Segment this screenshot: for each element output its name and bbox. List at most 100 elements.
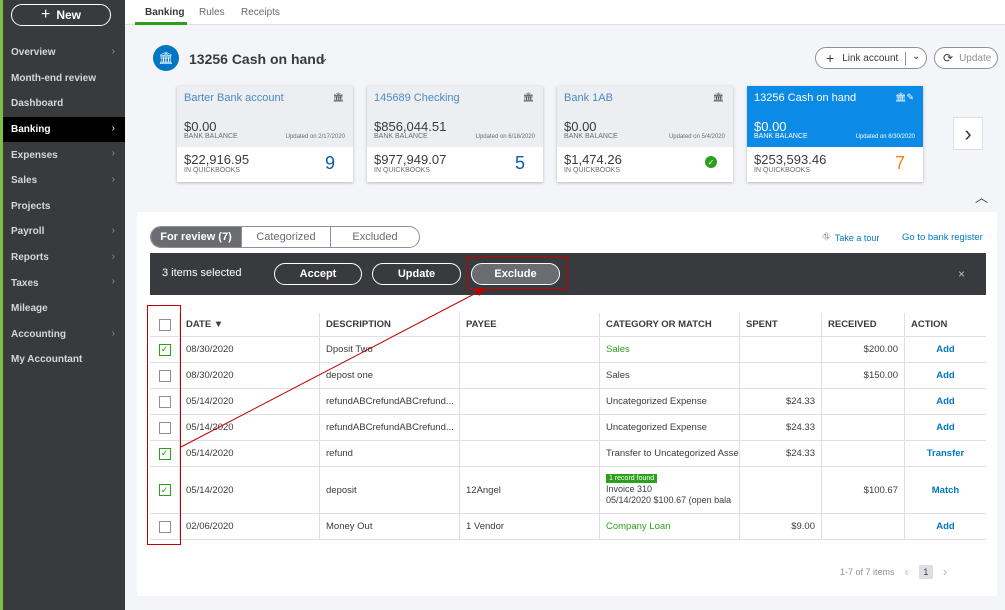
page-number[interactable]: 1 — [918, 564, 933, 579]
sidebar-item-expenses[interactable]: Expenses › — [3, 142, 125, 168]
sidebar-item-mileage[interactable]: Mileage — [3, 296, 125, 322]
category-cell[interactable]: Uncategorized Expense — [599, 389, 739, 414]
account-card-selected[interactable]: 13256 Cash on hand 🏛✎ $0.00 BANK BALANCE… — [747, 86, 923, 182]
accept-button[interactable]: Accept — [274, 263, 362, 285]
account-card[interactable]: Barter Bank account 🏛 $0.00 BANK BALANCE… — [177, 86, 353, 182]
chevron-up-icon[interactable]: ︿ — [975, 190, 989, 205]
bank-icon: 🏛 — [522, 92, 534, 102]
table-row[interactable]: ✓ 05/14/2020 deposit 12Angel 1 record fo… — [150, 467, 986, 514]
category-cell[interactable]: Uncategorized Expense — [599, 415, 739, 440]
update-label: Update — [959, 52, 992, 64]
new-button[interactable]: + New — [11, 4, 111, 26]
card-review-count: 5 — [514, 153, 525, 173]
bank-edit-icon[interactable]: 🏛✎ — [895, 92, 914, 102]
chevron-left-icon[interactable]: ‹ — [904, 564, 909, 579]
add-action-link[interactable]: Add — [904, 514, 986, 539]
column-header-category: CATEGORY OR MATCH — [599, 313, 739, 336]
card-bank-balance-label: BANK BALANCE — [754, 133, 808, 140]
update-button[interactable]: ⟳ Update — [934, 47, 998, 69]
link-account-button[interactable]: + Link account ⌄ — [815, 47, 927, 69]
transfer-action-link[interactable]: Transfer — [904, 441, 986, 466]
payee-cell — [459, 441, 599, 466]
sidebar-item-label: Month-end review — [11, 72, 97, 84]
sidebar-item-my-accountant[interactable]: My Accountant — [3, 347, 125, 373]
add-action-link[interactable]: Add — [904, 363, 986, 388]
row-checkbox[interactable] — [158, 369, 171, 382]
review-tabs: For review (7) Categorized Excluded — [150, 226, 420, 248]
bank-register-link[interactable]: Go to bank register — [902, 232, 983, 243]
row-checkbox[interactable]: ✓ — [158, 484, 171, 496]
account-card[interactable]: 145689 Checking 🏛 $856,044.51 BANK BALAN… — [367, 86, 543, 182]
row-checkbox[interactable]: ✓ — [158, 343, 171, 356]
description-cell: refund — [319, 441, 459, 466]
column-header-payee: PAYEE — [459, 313, 599, 336]
row-checkbox[interactable] — [158, 520, 171, 533]
row-checkbox[interactable] — [158, 395, 171, 408]
top-tabs-bar: Banking Rules Receipts — [125, 0, 1005, 25]
received-cell: $100.67 — [821, 467, 904, 513]
category-cell[interactable]: Sales — [599, 363, 739, 388]
sidebar-item-projects[interactable]: Projects — [3, 194, 125, 220]
category-cell[interactable]: Transfer to Uncategorized Asset — [599, 441, 739, 466]
chevron-right-icon: › — [111, 250, 115, 262]
table-row[interactable]: ✓ 08/30/2020 Dposit Two Sales $200.00 Ad… — [150, 337, 986, 363]
sidebar-item-payroll[interactable]: Payroll › — [3, 219, 125, 245]
match-action-link[interactable]: Match — [904, 467, 986, 513]
table-row[interactable]: 02/06/2020 Money Out 1 Vendor Company Lo… — [150, 514, 986, 540]
account-title[interactable]: 13256 Cash on hand — [189, 51, 325, 67]
spent-cell: $9.00 — [739, 514, 821, 539]
description-cell: Money Out — [319, 514, 459, 539]
tab-for-review[interactable]: For review (7) — [151, 227, 242, 247]
table-row[interactable]: ✓ 05/14/2020 refund Transfer to Uncatego… — [150, 441, 986, 467]
row-checkbox[interactable] — [158, 421, 171, 434]
sidebar-item-dashboard[interactable]: Dashboard — [3, 91, 125, 117]
annotation-box-checkboxes — [147, 305, 181, 545]
sidebar-item-sales[interactable]: Sales › — [3, 168, 125, 194]
sidebar-item-reports[interactable]: Reports › — [3, 245, 125, 271]
sidebar-item-taxes[interactable]: Taxes › — [3, 270, 125, 296]
category-cell[interactable]: Company Loan — [599, 514, 739, 539]
tab-banking[interactable]: Banking — [145, 7, 185, 18]
sidebar-item-banking[interactable]: Banking › — [3, 116, 125, 143]
exclude-button[interactable]: Exclude — [471, 263, 560, 285]
checkmark-circle-icon: ✓ — [705, 156, 717, 168]
table-row[interactable]: 05/14/2020 refundABCrefundABCrefund... U… — [150, 389, 986, 415]
table-row[interactable]: 05/14/2020 refundABCrefundABCrefund... U… — [150, 415, 986, 441]
column-header-description: DESCRIPTION — [319, 313, 459, 336]
date-cell: 08/30/2020 — [179, 363, 319, 388]
sidebar-nav: Overview › Month-end review Dashboard Ban… — [3, 40, 125, 373]
tab-receipts[interactable]: Receipts — [241, 7, 280, 18]
chevron-right-icon[interactable]: › — [942, 564, 948, 579]
row-checkbox[interactable]: ✓ — [158, 447, 171, 460]
take-tour-link[interactable]: ⛗ Take a tour — [822, 231, 879, 244]
chevron-right-icon[interactable]: › — [953, 117, 983, 150]
sidebar-item-accounting[interactable]: Accounting › — [3, 322, 125, 348]
select-all-checkbox[interactable] — [158, 318, 171, 331]
add-action-link[interactable]: Add — [904, 415, 986, 440]
add-action-link[interactable]: Add — [904, 337, 986, 362]
card-account-name: 145689 Checking — [374, 92, 460, 104]
chevron-down-icon[interactable]: ⌄ — [318, 50, 329, 65]
update-selected-button[interactable]: Update — [372, 263, 461, 285]
table-row[interactable]: 08/30/2020 depost one Sales $150.00 Add — [150, 363, 986, 389]
spent-cell: $24.33 — [739, 415, 821, 440]
select-all-cell — [150, 313, 179, 336]
card-account-name: 13256 Cash on hand — [754, 92, 857, 104]
add-action-link[interactable]: Add — [904, 389, 986, 414]
sidebar-item-month-end-review[interactable]: Month-end review — [3, 66, 125, 92]
chevron-down-icon[interactable]: ⌄ — [912, 51, 921, 62]
sidebar-item-overview[interactable]: Overview › — [3, 40, 125, 66]
close-icon[interactable]: × — [958, 267, 966, 281]
new-button-label: New — [56, 8, 82, 22]
column-header-date[interactable]: DATE ▼ — [179, 313, 319, 336]
tab-rules[interactable]: Rules — [199, 7, 225, 18]
payee-cell — [459, 415, 599, 440]
account-card[interactable]: Bank 1AB 🏛 $0.00 BANK BALANCE Updated on… — [557, 86, 733, 182]
category-cell[interactable]: Sales — [599, 337, 739, 362]
plus-icon: + — [826, 50, 835, 66]
chevron-right-icon: › — [111, 225, 115, 237]
match-cell[interactable]: 1 record found Invoice 310 05/14/2020 $1… — [599, 467, 739, 513]
tab-excluded[interactable]: Excluded — [352, 231, 398, 243]
tab-categorized[interactable]: Categorized — [242, 227, 331, 247]
description-cell: depost one — [319, 363, 459, 388]
